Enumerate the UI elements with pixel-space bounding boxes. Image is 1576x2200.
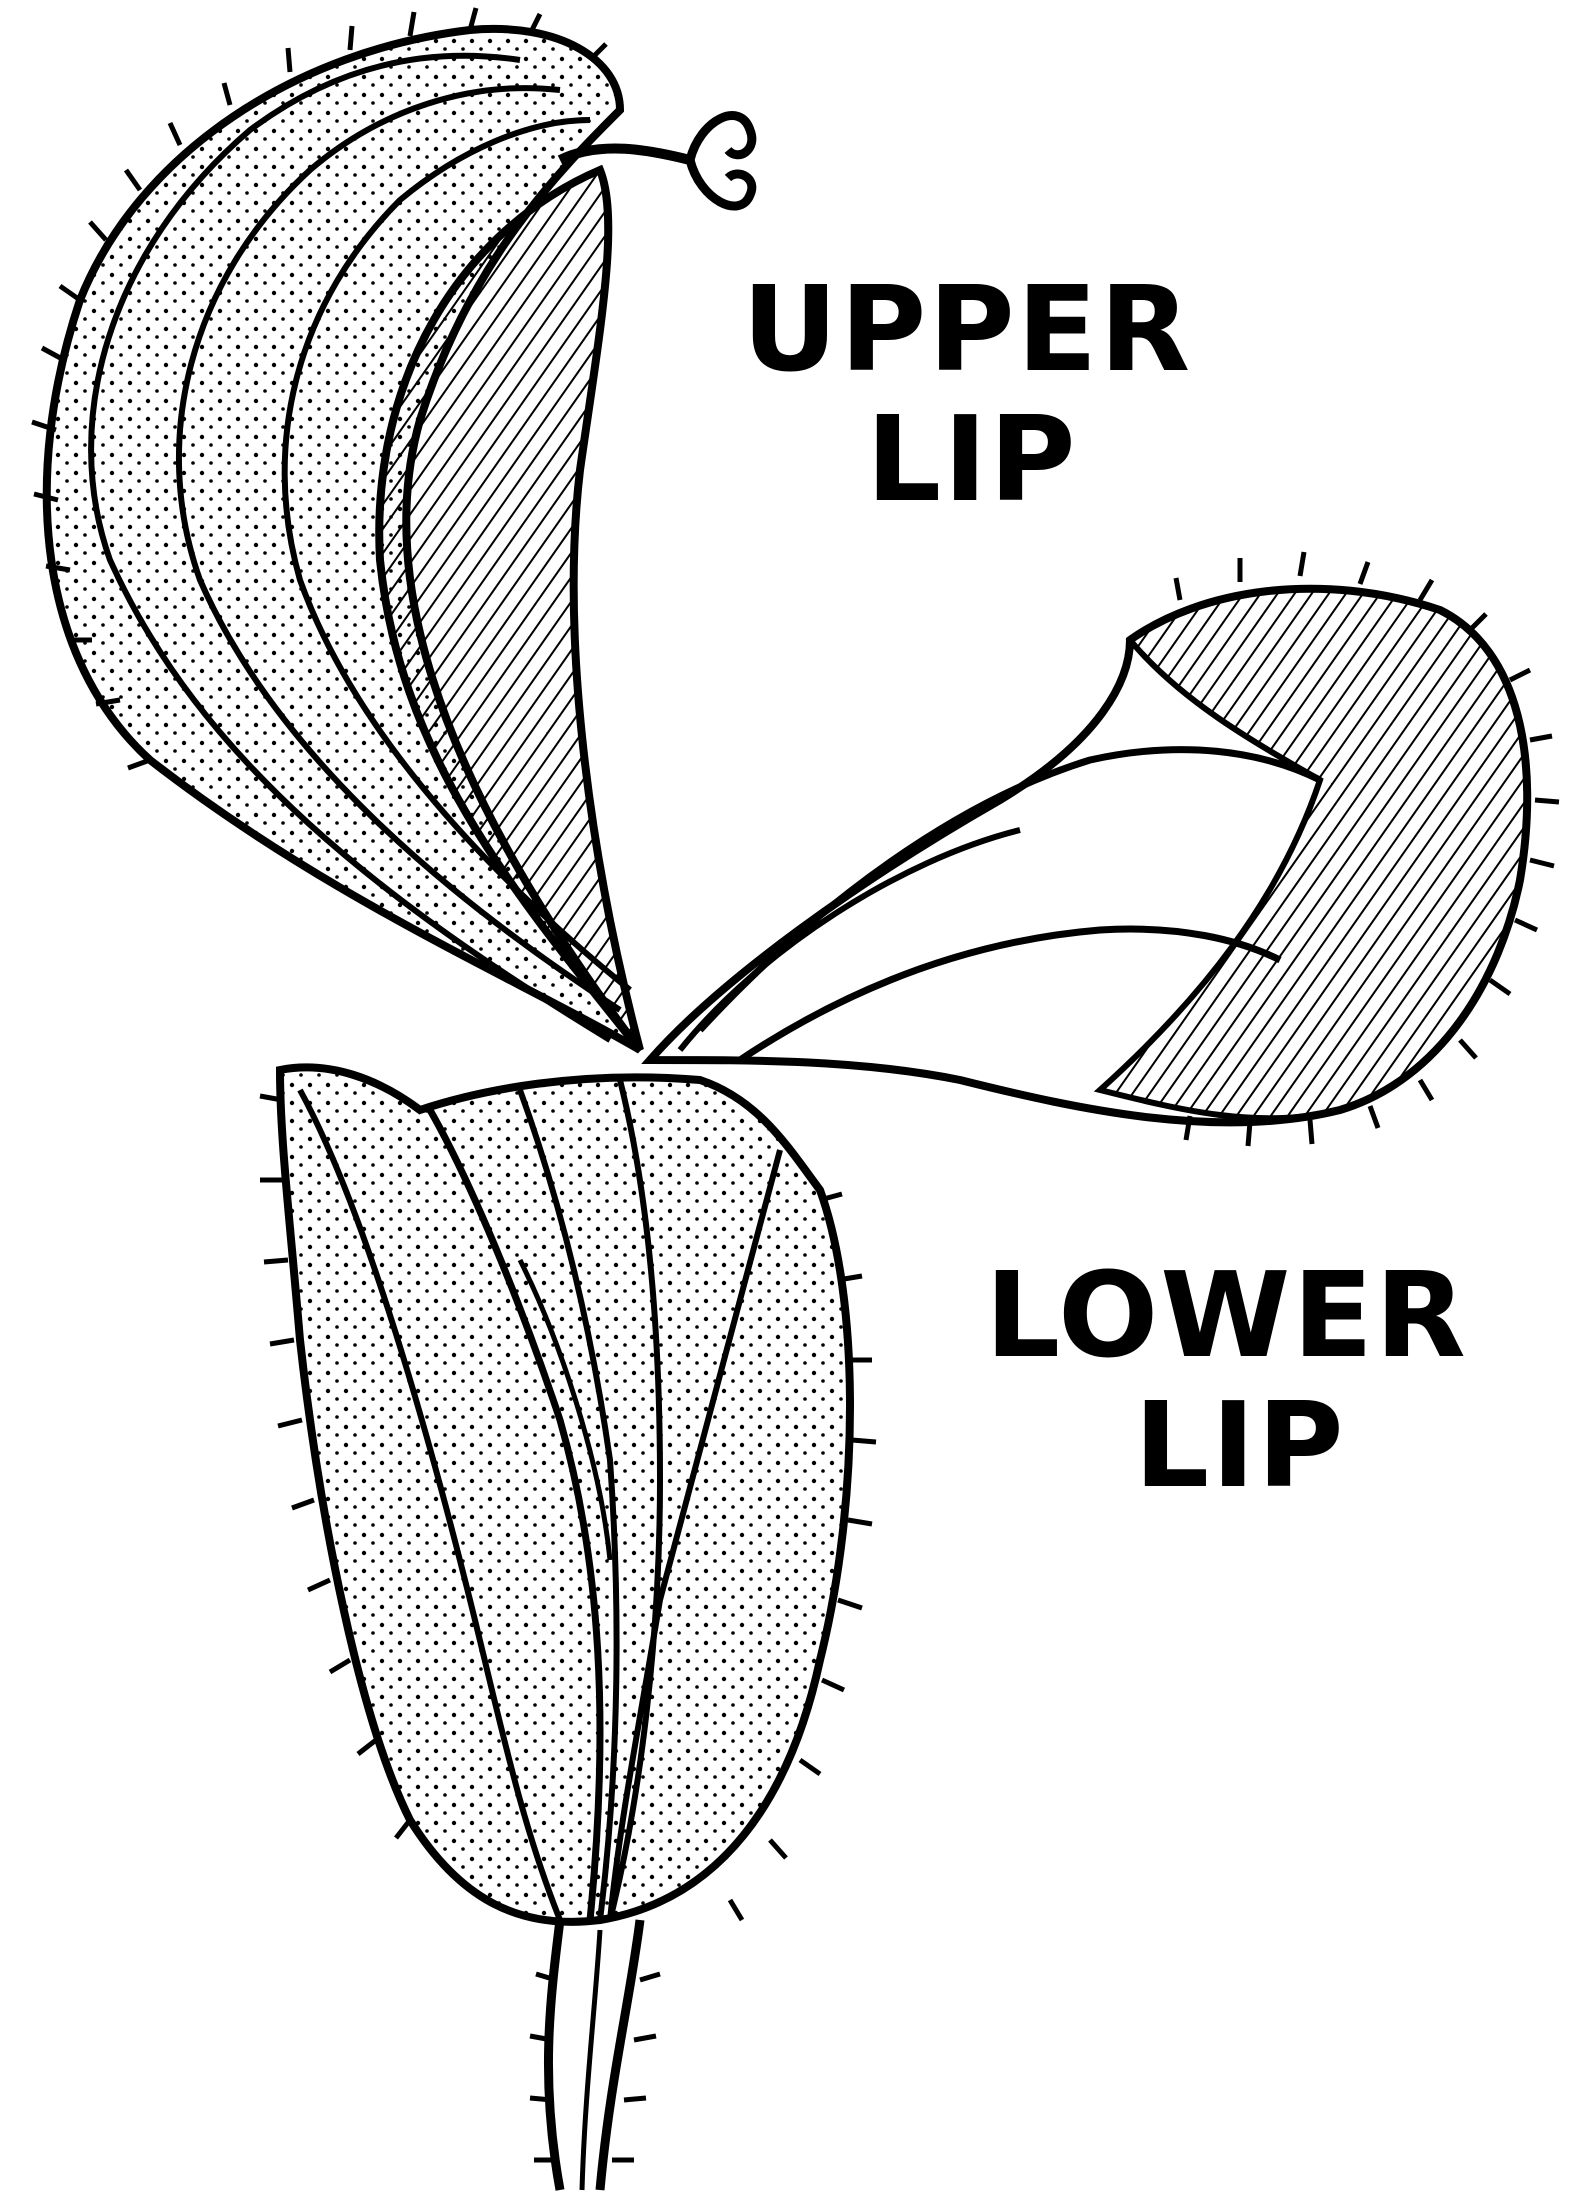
lower-lip-label-line1: LOWER: [985, 1246, 1468, 1384]
lower-lip-label-line2: LIP: [1134, 1376, 1346, 1514]
upper-lip-petal: [31, 7, 757, 1054]
upper-lip-label-line2: LIP: [866, 390, 1078, 528]
lower-lip-petal: [641, 551, 1560, 1147]
calyx: [259, 1063, 877, 1926]
upper-lip-label-line1: UPPER: [742, 260, 1193, 398]
flower-stalk: [529, 1919, 661, 2191]
